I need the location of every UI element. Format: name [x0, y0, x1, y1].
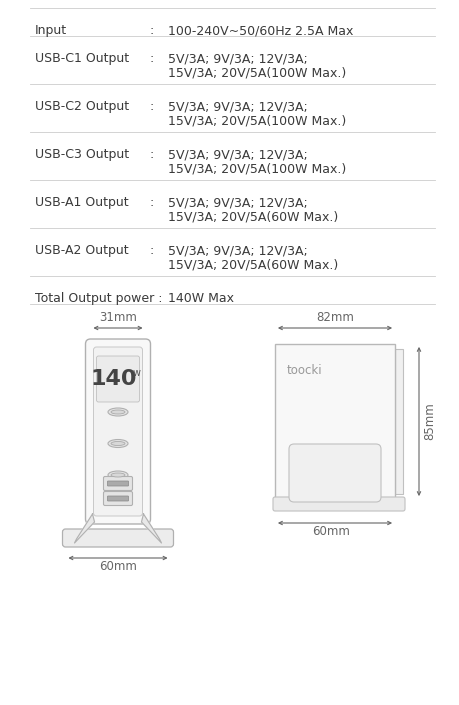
- Ellipse shape: [108, 439, 128, 448]
- FancyBboxPatch shape: [85, 339, 150, 524]
- Text: :: :: [150, 100, 154, 113]
- Text: USB-A1 Output: USB-A1 Output: [35, 196, 129, 209]
- Text: :: :: [150, 148, 154, 161]
- Ellipse shape: [111, 473, 125, 477]
- Text: :: :: [150, 244, 154, 257]
- FancyBboxPatch shape: [93, 347, 142, 516]
- FancyBboxPatch shape: [103, 477, 132, 491]
- Text: 140W Max: 140W Max: [168, 292, 234, 305]
- Polygon shape: [74, 514, 94, 543]
- Text: 31mm: 31mm: [99, 311, 137, 324]
- Text: 15V/3A; 20V/5A(100W Max.): 15V/3A; 20V/5A(100W Max.): [168, 162, 346, 175]
- Bar: [394, 349, 402, 494]
- Text: :: :: [150, 196, 154, 209]
- Text: Total Output power :: Total Output power :: [35, 292, 162, 305]
- Ellipse shape: [111, 441, 125, 446]
- Text: 60mm: 60mm: [99, 560, 137, 573]
- Text: USB-A2 Output: USB-A2 Output: [35, 244, 129, 257]
- Text: 5V/3A; 9V/3A; 12V/3A;: 5V/3A; 9V/3A; 12V/3A;: [168, 52, 307, 65]
- Bar: [274, 344, 394, 499]
- Text: 85mm: 85mm: [422, 403, 435, 441]
- Polygon shape: [141, 514, 161, 543]
- FancyBboxPatch shape: [107, 496, 128, 501]
- Text: :: :: [150, 24, 154, 37]
- Text: 15V/3A; 20V/5A(100W Max.): 15V/3A; 20V/5A(100W Max.): [168, 114, 346, 127]
- FancyBboxPatch shape: [107, 481, 128, 486]
- Ellipse shape: [108, 471, 128, 479]
- Ellipse shape: [111, 410, 125, 414]
- Text: 15V/3A; 20V/5A(60W Max.): 15V/3A; 20V/5A(60W Max.): [168, 258, 337, 271]
- Text: 140: 140: [90, 369, 137, 389]
- Text: 5V/3A; 9V/3A; 12V/3A;: 5V/3A; 9V/3A; 12V/3A;: [168, 100, 307, 113]
- Text: 100-240V~50/60Hz 2.5A Max: 100-240V~50/60Hz 2.5A Max: [168, 24, 353, 37]
- Text: USB-C3 Output: USB-C3 Output: [35, 148, 129, 161]
- Text: 82mm: 82mm: [315, 311, 353, 324]
- FancyBboxPatch shape: [272, 497, 404, 511]
- Text: 5V/3A; 9V/3A; 12V/3A;: 5V/3A; 9V/3A; 12V/3A;: [168, 148, 307, 161]
- Text: w: w: [133, 368, 141, 378]
- FancyBboxPatch shape: [288, 444, 380, 502]
- Text: toocki: toocki: [286, 364, 322, 377]
- Text: 5V/3A; 9V/3A; 12V/3A;: 5V/3A; 9V/3A; 12V/3A;: [168, 196, 307, 209]
- Text: USB-C2 Output: USB-C2 Output: [35, 100, 129, 113]
- FancyBboxPatch shape: [103, 491, 132, 505]
- Text: USB-C1 Output: USB-C1 Output: [35, 52, 129, 65]
- Text: :: :: [150, 52, 154, 65]
- Text: 15V/3A; 20V/5A(100W Max.): 15V/3A; 20V/5A(100W Max.): [168, 66, 346, 79]
- Text: Input: Input: [35, 24, 67, 37]
- Text: 60mm: 60mm: [311, 525, 349, 538]
- Text: 5V/3A; 9V/3A; 12V/3A;: 5V/3A; 9V/3A; 12V/3A;: [168, 244, 307, 257]
- FancyBboxPatch shape: [62, 529, 173, 547]
- FancyBboxPatch shape: [96, 356, 139, 402]
- Text: 15V/3A; 20V/5A(60W Max.): 15V/3A; 20V/5A(60W Max.): [168, 210, 337, 223]
- Ellipse shape: [108, 408, 128, 416]
